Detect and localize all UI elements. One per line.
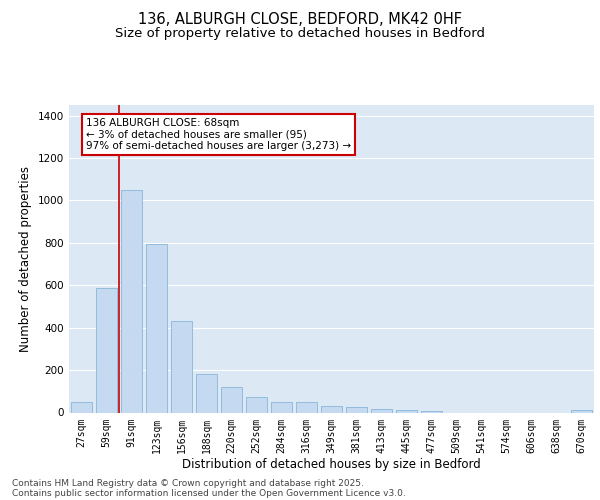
Text: 136 ALBURGH CLOSE: 68sqm
← 3% of detached houses are smaller (95)
97% of semi-de: 136 ALBURGH CLOSE: 68sqm ← 3% of detache… <box>86 118 351 151</box>
Bar <box>121 190 142 412</box>
X-axis label: Distribution of detached houses by size in Bedford: Distribution of detached houses by size … <box>182 458 481 471</box>
Text: Contains HM Land Registry data © Crown copyright and database right 2025.: Contains HM Land Registry data © Crown c… <box>12 478 364 488</box>
Bar <box>171 322 192 412</box>
Bar <box>371 408 392 412</box>
Text: 136, ALBURGH CLOSE, BEDFORD, MK42 0HF: 136, ALBURGH CLOSE, BEDFORD, MK42 0HF <box>138 12 462 28</box>
Text: Contains public sector information licensed under the Open Government Licence v3: Contains public sector information licen… <box>12 488 406 498</box>
Bar <box>96 288 117 412</box>
Bar <box>321 406 342 412</box>
Bar <box>346 407 367 412</box>
Bar <box>271 402 292 412</box>
Bar <box>396 410 417 412</box>
Bar <box>571 410 592 412</box>
Text: Size of property relative to detached houses in Bedford: Size of property relative to detached ho… <box>115 28 485 40</box>
Bar <box>71 402 92 412</box>
Bar <box>196 374 217 412</box>
Bar <box>296 402 317 412</box>
Bar <box>246 397 267 412</box>
Y-axis label: Number of detached properties: Number of detached properties <box>19 166 32 352</box>
Bar <box>146 244 167 412</box>
Bar <box>221 387 242 412</box>
